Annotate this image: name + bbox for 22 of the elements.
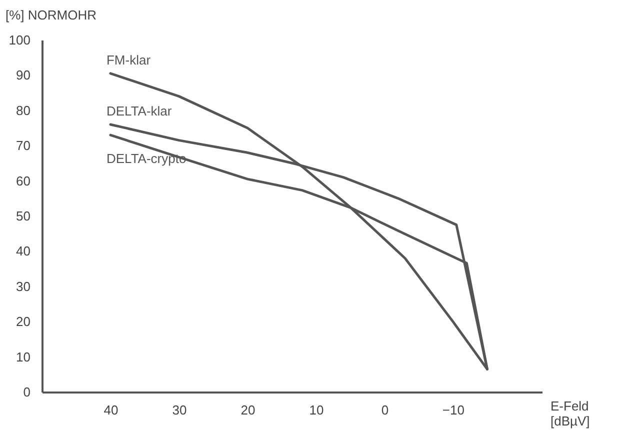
series-label: DELTA-klar [106, 103, 172, 118]
x-tick-label: −10 [442, 402, 464, 418]
x-tick-label: 10 [309, 402, 324, 418]
y-tick-label: 40 [16, 244, 30, 259]
y-tick-label: 100 [8, 32, 30, 48]
y-axis-title: [%] NORMOHR [6, 8, 96, 22]
y-tick-label: 90 [16, 68, 30, 83]
y-tick-label: 20 [16, 314, 30, 330]
x-tick-label: 40 [104, 402, 118, 418]
x-tick-label: 30 [172, 402, 187, 418]
y-tick-label: 80 [16, 102, 30, 118]
y-tick-label: 0 [23, 384, 30, 400]
y-tick-label: 50 [16, 208, 30, 224]
x-tick-label: 0 [381, 402, 389, 418]
x-axis-title: E-Feld [dBµV] [550, 398, 590, 428]
y-tick-label: 10 [16, 349, 30, 364]
series-label: DELTA-crypto [106, 151, 186, 166]
series-label: FM-klar [106, 52, 152, 68]
x-tick-label: 20 [240, 402, 256, 418]
y-tick-label: 30 [16, 278, 30, 294]
y-tick-label: 60 [16, 173, 30, 188]
y-tick-label: 70 [16, 138, 30, 154]
